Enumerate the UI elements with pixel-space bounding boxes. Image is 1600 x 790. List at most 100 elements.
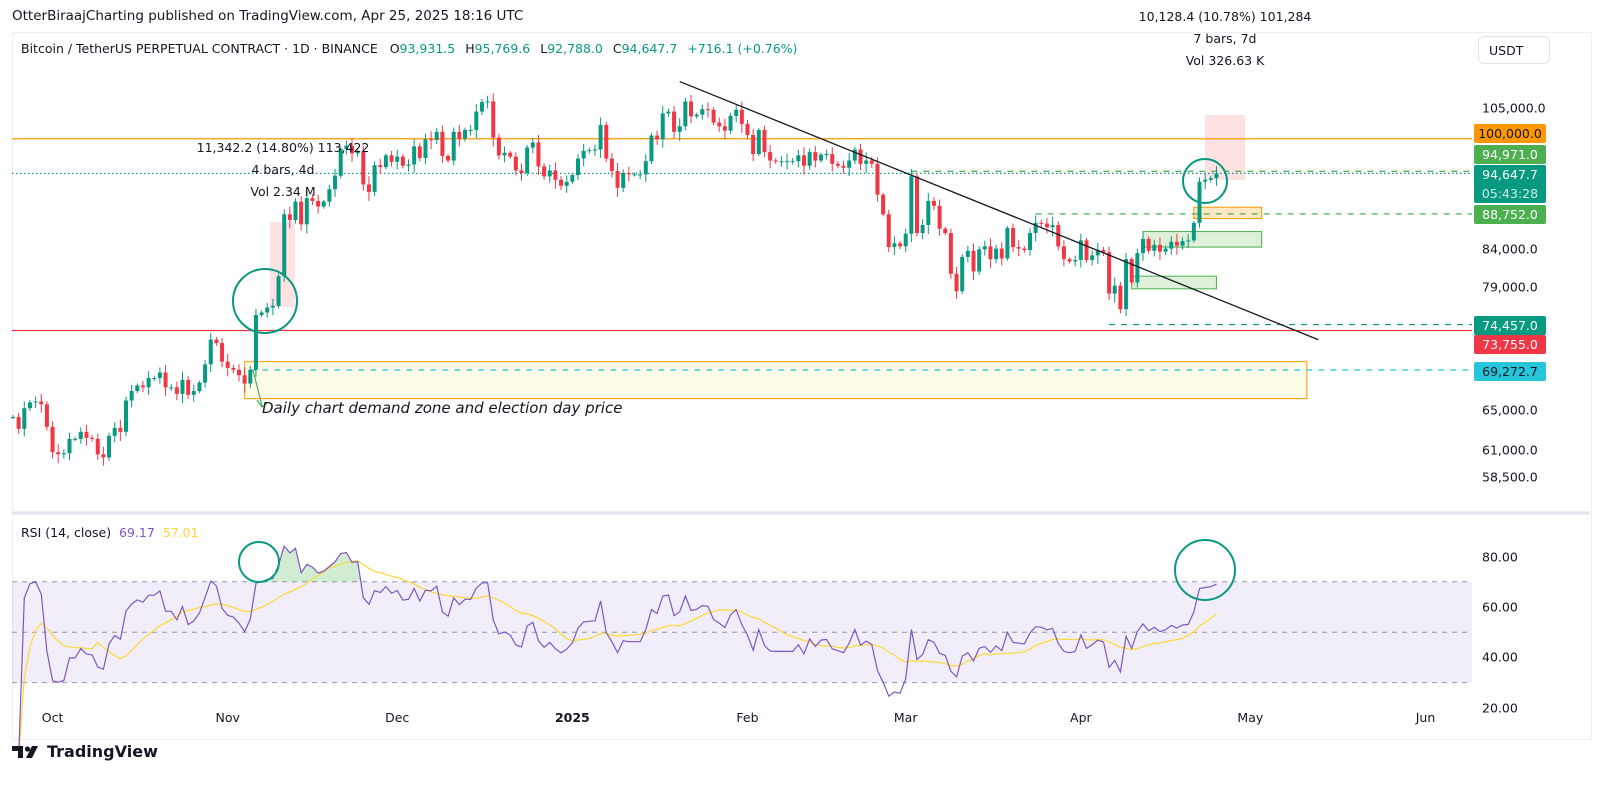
- candle-body: [50, 426, 55, 453]
- highlight-circle-current: [1182, 158, 1228, 204]
- candle-body: [220, 343, 225, 362]
- candle-body: [304, 198, 309, 225]
- price-tag-value: 69,272.7: [1482, 364, 1538, 379]
- candle-body: [61, 453, 66, 455]
- candle-body: [1112, 285, 1117, 294]
- candle-body: [779, 161, 784, 163]
- tradingview-logo[interactable]: TradingView: [12, 742, 158, 761]
- measure-1-volume: Vol 2.34 M: [250, 184, 316, 199]
- candle-body: [1107, 252, 1112, 294]
- candle-body: [446, 155, 451, 161]
- candle-body: [519, 170, 524, 174]
- candle-body: [1078, 240, 1083, 260]
- time-axis-label: Mar: [893, 710, 918, 725]
- candle-body: [858, 149, 863, 164]
- candle-body: [1095, 250, 1100, 256]
- price-tag: 94,647.7 05:43:28: [1474, 165, 1546, 203]
- candle-body: [417, 146, 422, 158]
- open-value: 93,931.5: [399, 41, 456, 56]
- candle-body: [310, 198, 315, 201]
- candle-body: [1191, 222, 1196, 241]
- candle-body: [1129, 259, 1134, 283]
- candle-body: [22, 408, 27, 429]
- candle-body: [27, 402, 32, 409]
- candle-body: [1073, 259, 1078, 262]
- candle-body: [807, 152, 812, 166]
- rsi-highlight-circle-1: [238, 541, 280, 583]
- measure-2-change: 10,128.4 (10.78%) 101,284: [1138, 9, 1312, 24]
- rsi-highlight-circle-2: [1174, 539, 1236, 601]
- candle-body: [163, 372, 168, 388]
- candle-body: [1028, 233, 1032, 251]
- candle-body: [44, 404, 49, 427]
- measure-label-1: 11,342.2 (14.80%) 113,422 4 bars, 4d Vol…: [197, 137, 370, 203]
- candle-body: [186, 379, 191, 395]
- candle-body: [383, 155, 388, 168]
- candle-body: [1044, 223, 1049, 228]
- candle-body: [457, 131, 462, 139]
- price-tag-value: 94,971.0: [1482, 147, 1538, 162]
- open-label: O: [389, 41, 400, 56]
- candle-body: [632, 174, 637, 176]
- measure-box-2: [1205, 115, 1245, 180]
- candle-body: [717, 122, 722, 127]
- candle-body: [982, 246, 987, 250]
- candle-body: [1141, 238, 1145, 254]
- measure-1-bars: 4 bars, 4d: [251, 162, 315, 177]
- candle-body: [525, 147, 530, 174]
- candle-body: [881, 194, 886, 215]
- candle-body: [513, 156, 518, 171]
- candle-body: [937, 205, 942, 229]
- candle-body: [530, 142, 535, 148]
- measure-label-2: 10,128.4 (10.78%) 101,284 7 bars, 7d Vol…: [1139, 6, 1312, 72]
- candle-body: [824, 154, 829, 156]
- candle-body: [886, 214, 891, 248]
- candle-body: [1157, 244, 1162, 252]
- candle-body: [802, 155, 806, 166]
- candle-body: [677, 126, 682, 132]
- candle-body: [378, 165, 383, 168]
- green-box-2: [1131, 275, 1217, 290]
- candle-body: [84, 431, 89, 438]
- price-tag-value: 94,647.7: [1482, 167, 1538, 182]
- candle-body: [95, 438, 100, 455]
- candle-body: [954, 273, 959, 292]
- candle-body: [592, 149, 597, 151]
- candle-body: [73, 438, 78, 440]
- candle-body: [451, 131, 456, 161]
- currency-selector[interactable]: USDT: [1478, 36, 1550, 64]
- candle-body: [146, 378, 151, 388]
- candle-body: [1146, 238, 1151, 251]
- candle-body: [372, 165, 377, 192]
- candle-body: [214, 339, 219, 344]
- candle-body: [327, 189, 332, 202]
- price-tag: 94,971.0: [1474, 145, 1546, 164]
- candle-body: [553, 170, 558, 180]
- candle-body: [892, 243, 897, 248]
- candle-body: [135, 385, 140, 392]
- candles: [11, 93, 1219, 466]
- rsi-axis-label: 80.00: [1482, 549, 1518, 565]
- candle-body: [830, 154, 835, 164]
- candle-body: [463, 129, 467, 139]
- candle-body: [1174, 241, 1179, 246]
- price-axis-label: 105,000.0: [1482, 100, 1546, 116]
- candle-body: [485, 101, 490, 103]
- candle-body: [672, 111, 677, 132]
- candle-body: [835, 163, 840, 166]
- candle-body: [468, 129, 473, 131]
- candle-body: [542, 166, 547, 177]
- time-axis-label: 2025: [554, 710, 590, 725]
- candle-body: [78, 431, 83, 439]
- candle-body: [355, 151, 360, 154]
- candle-body: [496, 137, 501, 156]
- candle-body: [157, 372, 162, 379]
- low-value: 92,788.0: [547, 41, 603, 56]
- candle-body: [33, 401, 38, 403]
- price-tag-value: 100,000.0: [1478, 126, 1542, 141]
- candle-body: [265, 307, 270, 313]
- candle-body: [813, 152, 818, 161]
- candle-body: [711, 109, 716, 123]
- candle-body: [231, 367, 236, 370]
